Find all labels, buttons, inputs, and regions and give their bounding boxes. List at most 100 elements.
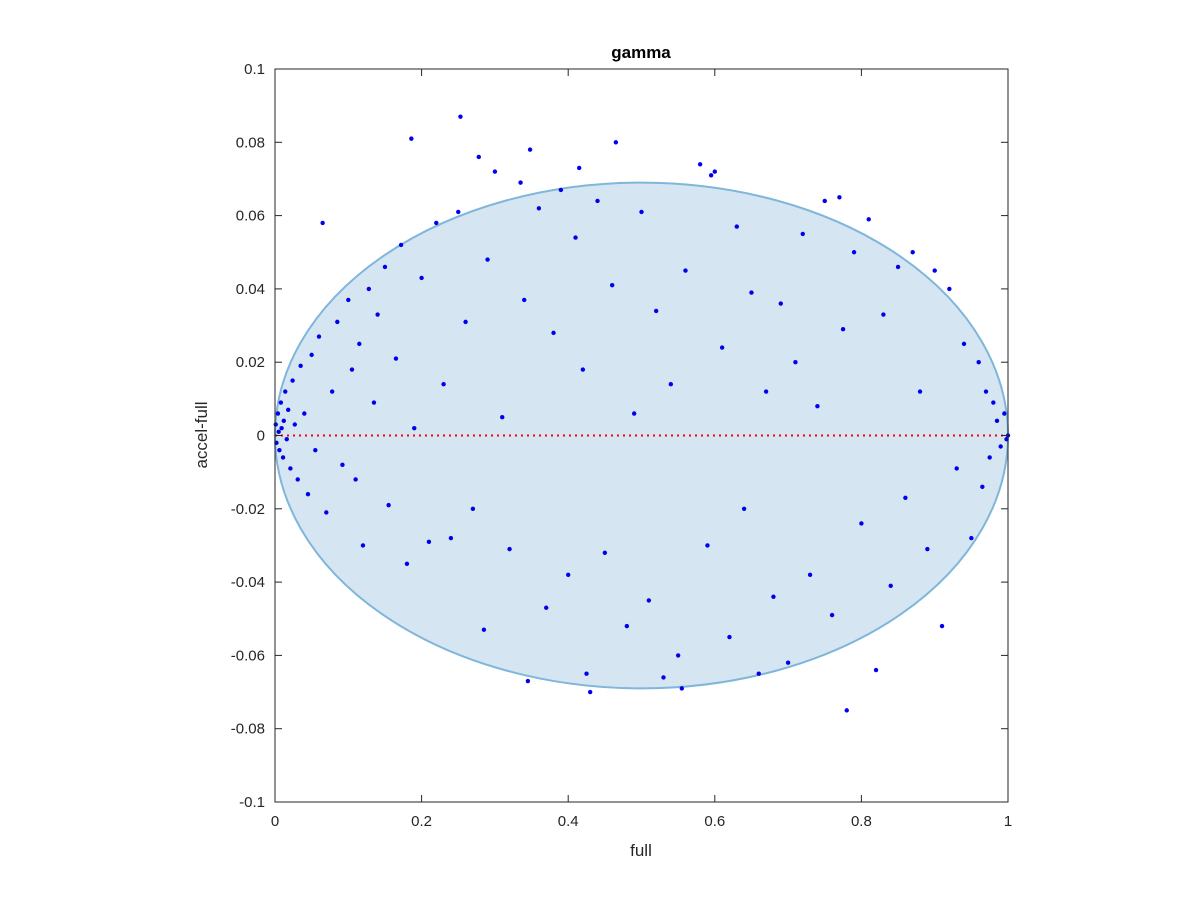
data-point bbox=[998, 444, 1003, 449]
data-point bbox=[527, 147, 533, 152]
data-point bbox=[697, 162, 703, 167]
data-point bbox=[609, 283, 615, 288]
data-point bbox=[313, 447, 318, 453]
data-point bbox=[340, 462, 345, 468]
data-point bbox=[844, 708, 849, 713]
data-point bbox=[500, 414, 505, 420]
data-point bbox=[771, 594, 776, 599]
data-point bbox=[481, 627, 487, 632]
data-point bbox=[434, 220, 439, 226]
data-point bbox=[277, 447, 282, 453]
data-point bbox=[668, 381, 674, 387]
data-point bbox=[749, 290, 754, 295]
data-point bbox=[683, 268, 688, 273]
y-tick-label: -0.02 bbox=[231, 501, 265, 518]
data-point bbox=[987, 455, 992, 460]
data-point bbox=[522, 297, 527, 303]
y-tick-label: 0.06 bbox=[236, 208, 265, 225]
data-point bbox=[712, 169, 717, 174]
data-point bbox=[580, 367, 586, 372]
data-point bbox=[309, 352, 314, 358]
data-point bbox=[837, 195, 842, 200]
data-point bbox=[288, 466, 293, 471]
y-tick-label: -0.1 bbox=[239, 794, 265, 811]
data-point bbox=[346, 297, 351, 303]
data-point bbox=[302, 411, 307, 416]
data-point bbox=[485, 257, 490, 262]
data-point bbox=[866, 217, 871, 222]
data-point bbox=[290, 378, 295, 383]
y-tick-label: 0.02 bbox=[236, 354, 265, 371]
data-point bbox=[492, 169, 498, 174]
data-point bbox=[584, 671, 589, 676]
data-point bbox=[273, 422, 278, 427]
data-point bbox=[756, 671, 761, 676]
data-point bbox=[976, 360, 981, 365]
data-point bbox=[518, 180, 523, 185]
data-point bbox=[631, 411, 637, 416]
data-point bbox=[316, 334, 322, 339]
data-point bbox=[456, 209, 461, 215]
data-point bbox=[371, 400, 377, 405]
data-point bbox=[329, 389, 335, 394]
data-point bbox=[925, 546, 930, 552]
data-point bbox=[859, 521, 864, 526]
y-tick-label: 0 bbox=[257, 428, 265, 445]
data-point bbox=[829, 612, 835, 618]
y-tick-label: -0.08 bbox=[231, 721, 265, 738]
data-point bbox=[375, 312, 380, 317]
points-layer bbox=[273, 114, 1011, 713]
data-point bbox=[969, 535, 974, 541]
data-point bbox=[544, 605, 549, 610]
data-point bbox=[412, 425, 417, 431]
data-point bbox=[800, 231, 805, 237]
y-axis-title: accel-full bbox=[192, 401, 211, 468]
data-point bbox=[954, 466, 959, 471]
data-point bbox=[888, 583, 893, 588]
data-point bbox=[932, 268, 937, 273]
data-point bbox=[873, 667, 879, 673]
data-point bbox=[741, 506, 747, 511]
x-axis-title: full bbox=[630, 841, 652, 860]
data-point bbox=[653, 308, 659, 314]
data-point bbox=[409, 136, 414, 141]
data-point bbox=[357, 341, 362, 347]
data-point bbox=[763, 389, 769, 394]
data-point bbox=[536, 206, 542, 211]
data-point bbox=[983, 389, 989, 394]
data-point bbox=[822, 198, 827, 204]
data-point bbox=[470, 506, 476, 511]
ticks-layer: 0 0.2 0.4 0.6 0.8 1 -0.1 -0.08 -0.06 -0.04 -0.02 0 0… bbox=[231, 61, 1012, 830]
data-point bbox=[305, 491, 311, 497]
x-tick-label: 0.8 bbox=[851, 813, 872, 830]
data-point bbox=[349, 367, 355, 372]
data-point bbox=[807, 572, 813, 577]
data-point bbox=[661, 675, 666, 680]
data-point bbox=[991, 400, 996, 405]
y-tick-label: 0.08 bbox=[236, 134, 265, 151]
data-point bbox=[778, 301, 783, 306]
data-point bbox=[895, 264, 901, 270]
data-point bbox=[279, 425, 284, 431]
data-point bbox=[551, 330, 556, 336]
data-point bbox=[283, 389, 288, 394]
data-point bbox=[558, 187, 564, 193]
data-point bbox=[708, 173, 714, 178]
data-point bbox=[281, 418, 286, 424]
data-point bbox=[426, 539, 432, 544]
data-point bbox=[881, 312, 886, 317]
data-point bbox=[298, 363, 303, 369]
data-point bbox=[595, 198, 600, 204]
data-point bbox=[386, 502, 391, 508]
data-point bbox=[295, 477, 300, 482]
data-point bbox=[284, 436, 289, 442]
data-point bbox=[458, 114, 463, 119]
data-point bbox=[576, 165, 582, 171]
data-point bbox=[324, 510, 329, 515]
data-point bbox=[382, 264, 388, 270]
data-point bbox=[613, 140, 619, 145]
data-point bbox=[587, 689, 593, 695]
data-point bbox=[280, 455, 286, 460]
data-point bbox=[566, 572, 571, 577]
